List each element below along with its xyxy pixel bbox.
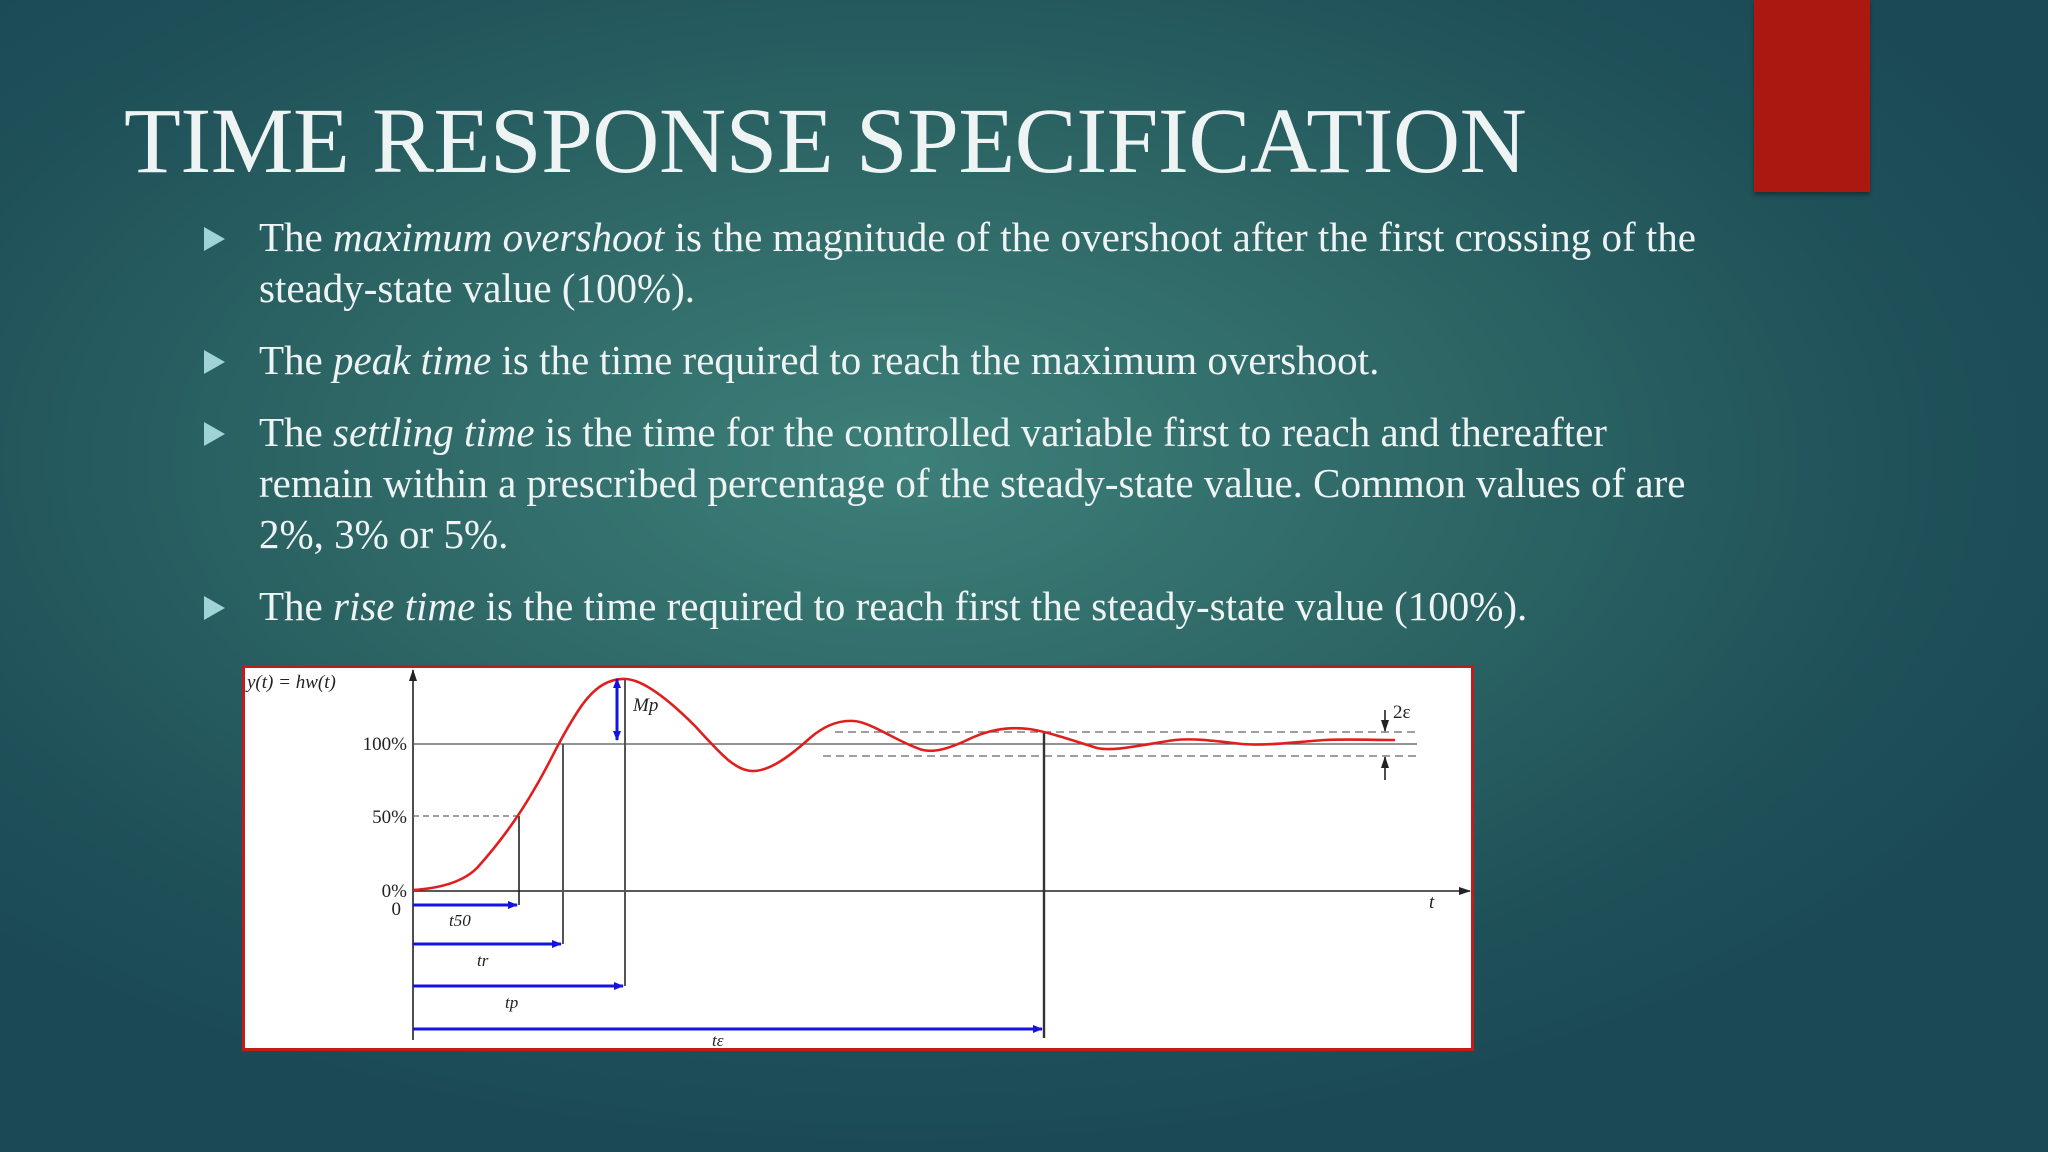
accent-bar: [1754, 0, 1870, 192]
bullet-text: The: [259, 337, 333, 383]
bullet-arrow-icon: [204, 350, 225, 374]
bullet-text: is the time required to reach the maximu…: [491, 337, 1380, 383]
bullet-peak-time: The peak time is the time required to re…: [200, 335, 1700, 386]
bullet-term: peak time: [333, 337, 492, 383]
bullet-text: is the time required to reach first the …: [475, 583, 1528, 629]
tr-label: tr: [477, 951, 489, 970]
te-label: tε: [712, 1031, 724, 1048]
label-100-percent: 100%: [363, 734, 408, 755]
bullet-rise-time: The rise time is the time required to re…: [200, 581, 1700, 632]
bullet-term: maximum overshoot: [333, 214, 665, 260]
bullet-text: is the magnitude of the overshoot after …: [259, 214, 1696, 311]
bullet-arrow-icon: [204, 227, 225, 251]
bullet-text: The: [259, 583, 333, 629]
t50-label: t50: [449, 911, 471, 930]
bullet-maximum-overshoot: The maximum overshoot is the magnitude o…: [200, 212, 1700, 314]
bullet-text: The: [259, 409, 333, 455]
bullet-list: The maximum overshoot is the magnitude o…: [200, 212, 1700, 653]
bullet-term: rise time: [333, 583, 476, 629]
bullet-arrow-icon: [204, 596, 225, 620]
step-response-figure: y(t) = hw(t) 100% 50% 0% 0 t 2ε Mp t50 t…: [242, 665, 1474, 1051]
bullet-text: The: [259, 214, 333, 260]
response-curve: [412, 677, 1396, 892]
label-0-percent: 0%: [382, 881, 408, 902]
y-axis-label: y(t) = hw(t): [245, 672, 336, 693]
slide-title: TIME RESPONSE SPECIFICATION: [124, 90, 1527, 193]
step-response-diagram: y(t) = hw(t) 100% 50% 0% 0 t 2ε Mp t50 t…: [245, 669, 1471, 1048]
band-label: 2ε: [1393, 702, 1411, 723]
tp-label: tp: [505, 993, 518, 1012]
label-zero: 0: [392, 899, 402, 920]
bullet-text: is the time for the controlled variable …: [259, 409, 1686, 557]
bullet-arrow-icon: [204, 422, 225, 446]
bullet-term: settling time: [333, 409, 535, 455]
x-axis-label: t: [1429, 892, 1435, 913]
label-50-percent: 50%: [372, 807, 407, 828]
overshoot-label: Mp: [632, 695, 658, 716]
bullet-settling-time: The settling time is the time for the co…: [200, 407, 1700, 560]
